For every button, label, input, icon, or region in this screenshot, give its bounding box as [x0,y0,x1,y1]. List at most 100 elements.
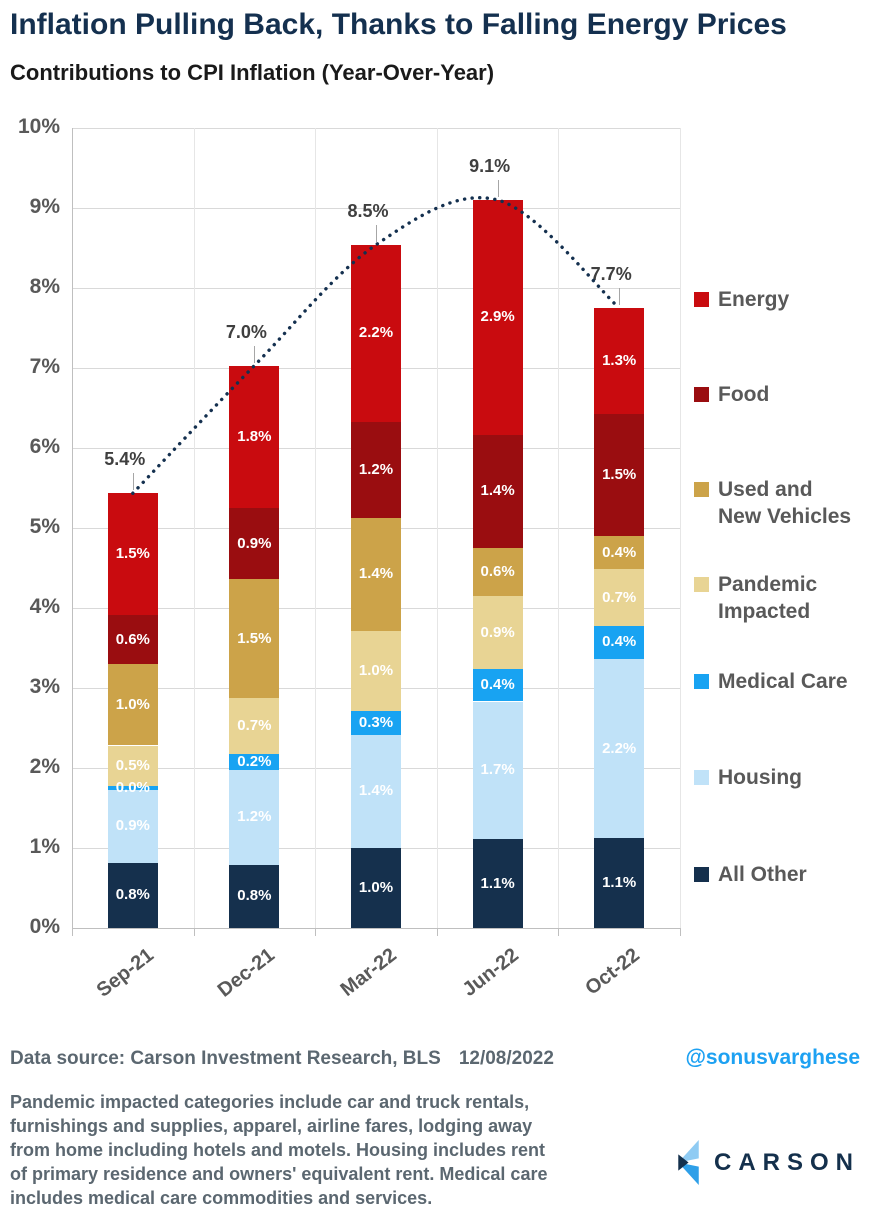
legend-swatch [694,292,709,307]
bar-segment [351,630,401,711]
x-axis-tick-label: Mar-22 [336,943,401,1001]
bar-segment [229,769,280,865]
bar-segment [594,626,645,659]
bar-segment-label: 1.4% [358,565,394,583]
bar-segment-label: 1.3% [602,352,637,370]
carson-logo: CARSON [674,1140,860,1185]
data-source: Data source: Carson Investment Research,… [10,1048,554,1070]
y-axis-tick-label: 6% [29,435,60,458]
legend-item: Medical Care [694,668,848,695]
gridline-vertical [680,128,681,928]
bar-segment [229,864,280,928]
x-axis-tick-label: Sep-21 [92,943,158,1002]
bar-segment [229,579,280,699]
bar-segment-label: 1.0% [358,878,394,896]
legend-label: Used and New Vehicles [718,478,852,528]
x-axis-tick-label: Oct-22 [581,943,645,1000]
legend-item: Used and New Vehicles [694,476,851,530]
bar-segment [472,669,523,702]
x-axis-tick [558,928,560,936]
x-axis-tick [436,928,438,936]
legend-item: Pandemic Impacted [694,571,817,625]
x-axis-tick-label: Jun-22 [458,943,523,1001]
legend-label: Energy [718,288,790,311]
gridline-vertical [436,128,438,928]
carson-logo-text: CARSON [713,1148,860,1176]
y-axis-tick-label: 4% [29,595,60,618]
bar-segment [594,536,645,570]
chart-subtitle: Contributions to CPI Inflation (Year-Ove… [10,60,495,85]
total-leader-line [132,473,134,491]
total-leader-line [619,288,621,305]
bar-segment-label: 0.9% [480,623,515,641]
bar-segment-label: 1.0% [358,661,394,679]
gridline-vertical [558,128,560,928]
bar-segment-label: 2.9% [480,308,515,326]
bar-segment-label: 1.4% [358,782,394,800]
y-axis-tick-label: 10% [17,115,60,138]
total-leader-line [254,345,256,363]
bar-segment [594,569,645,627]
x-axis-tick [193,928,195,936]
bar-segment [351,518,401,631]
gridline-vertical [72,128,73,928]
bar-segment [107,615,158,665]
legend-swatch [694,867,709,882]
twitter-handle[interactable]: @sonusvarghese [685,1046,860,1069]
gridline [72,128,680,129]
bar-segment-label: 1.5% [237,629,272,647]
bar-segment-label: 0.4% [602,543,637,561]
bar-segment [107,493,158,616]
bar-segment-label: 0.8% [237,887,272,905]
legend-swatch [694,387,709,402]
bar-segment-label: 0.9% [237,534,272,552]
bar-segment [472,839,523,928]
y-axis-tick-label: 2% [29,755,60,778]
data-source-date: 12/08/2022 [458,1048,554,1069]
bar-segment-label: 1.1% [602,874,637,892]
legend-swatch [694,674,709,689]
x-axis-tick-label: Dec-21 [214,943,280,1002]
bar-segment-label: 1.4% [480,482,515,500]
legend-swatch [694,770,709,785]
footnote-line: from home including hotels and motels. H… [10,1140,546,1160]
total-label: 5.4% [104,449,146,470]
x-axis-tick [72,928,73,936]
y-axis-tick-label: 1% [29,835,60,858]
footnote-line: includes medical care commodities and se… [10,1188,433,1208]
bar-segment-label: 0.6% [480,563,515,581]
bar-segment-label: 0.6% [115,630,150,648]
bar-segment-label: 2.2% [358,324,394,342]
legend-label: Pandemic Impacted [718,573,818,623]
y-axis-tick-label: 3% [29,675,60,698]
y-axis-tick-label: 9% [29,195,60,218]
legend-label: Medical Care [718,670,848,693]
legend-swatch [694,482,709,497]
bar-segment-label: 0.4% [480,676,515,694]
total-leader-line [376,224,377,242]
cpi-stacked-bar-chart: 10% 9% 8% 7% 6% 5% 4% 3% 2% 1% 0% 0.8% 0.9% 0.0% 0.5% 1… [0,110,874,1035]
footnote: Pandemic impacted categories include car… [10,1090,650,1210]
bar-segment-label: 1.2% [237,808,272,826]
bar-segment [472,701,523,839]
bar-segment [594,658,645,839]
gridline-vertical [193,128,195,928]
legend-item: Energy [694,286,789,313]
page-title: Inflation Pulling Back, Thanks to Fallin… [10,8,787,41]
y-axis-tick-label: 0% [29,915,60,938]
legend-item: All Other [694,861,807,888]
y-axis-tick-label: 5% [29,515,60,538]
total-leader-line [497,180,499,197]
bar-segment-label: 1.1% [480,874,515,892]
legend-swatch [694,577,709,592]
total-label: 7.7% [590,264,632,284]
legend-label: Food [718,383,770,406]
bar-segment [229,753,280,770]
bar-segment [472,596,523,670]
bar-segment-label: 0.9% [115,817,150,835]
bar-segment-label: 1.2% [358,460,394,478]
bar-segment [472,547,523,597]
bar-segment-label: 0.3% [358,714,394,732]
bar-segment-label: 1.5% [602,466,637,484]
bar-segment [107,862,158,928]
